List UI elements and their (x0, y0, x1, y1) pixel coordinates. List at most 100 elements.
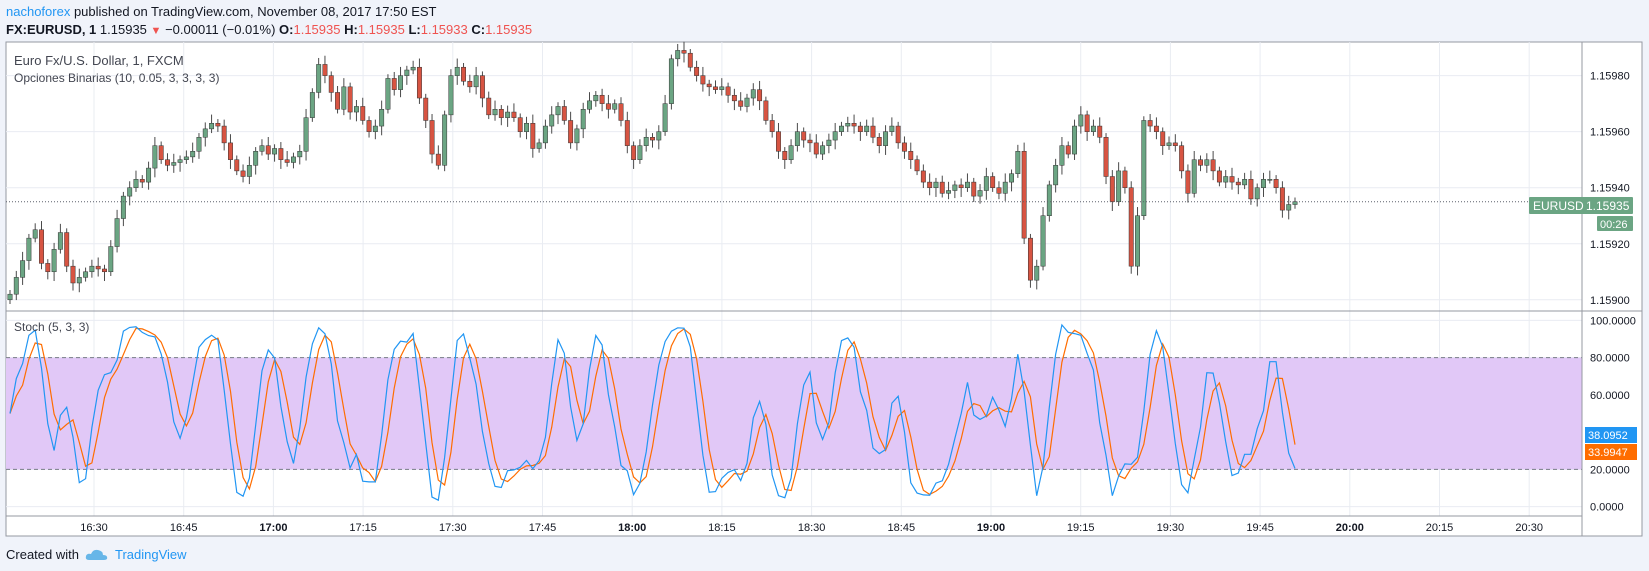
candle (914, 155, 920, 176)
down-arrow-icon: ▼ (150, 25, 162, 37)
candle (234, 155, 240, 176)
stoch-series (9, 323, 1296, 502)
candle (1141, 116, 1147, 220)
last-price: 1.15935 (99, 22, 147, 37)
candle (555, 102, 561, 125)
time-tick-label: 18:45 (888, 522, 916, 534)
candle (612, 99, 618, 114)
candle (889, 117, 895, 136)
candle (114, 209, 120, 253)
candle (366, 116, 372, 138)
time-tick-label: 17:15 (349, 522, 377, 534)
candle (1204, 153, 1210, 173)
candle (316, 57, 322, 99)
candle (542, 119, 548, 149)
candle (1292, 197, 1298, 209)
candle (876, 133, 882, 154)
candle (1267, 170, 1273, 184)
candle (272, 144, 278, 162)
stoch-tick-label: 60.0000 (1590, 390, 1630, 402)
close-label: C: (471, 22, 486, 37)
price-tick-label: 1.15900 (1590, 295, 1630, 307)
time-tick-label: 18:30 (798, 522, 826, 534)
candle (530, 114, 536, 158)
time-tick-label: 20:30 (1515, 522, 1543, 534)
candle (864, 119, 870, 136)
time-tick-label: 17:30 (439, 522, 467, 534)
candle (1172, 134, 1178, 152)
candle (857, 121, 863, 141)
candle (1009, 169, 1014, 192)
created-with-text: Created with (6, 547, 79, 562)
candle (461, 63, 466, 86)
candle (1065, 141, 1071, 159)
candle (1210, 151, 1216, 181)
candle (700, 66, 706, 92)
candle (820, 141, 826, 160)
candle (605, 94, 611, 119)
candle (1229, 167, 1235, 190)
low-label: L: (408, 22, 421, 37)
candle (624, 111, 630, 154)
candle (807, 133, 813, 153)
candle (297, 144, 303, 165)
candle (794, 122, 800, 152)
footer: Created with TradingView (6, 547, 187, 562)
cloud-logo-icon (85, 549, 108, 560)
candle (1254, 183, 1260, 207)
candle (1021, 142, 1027, 245)
candle (952, 180, 958, 199)
candle (725, 82, 731, 103)
candle (801, 127, 807, 148)
candle (832, 122, 838, 150)
candle (1053, 158, 1059, 193)
candle (631, 141, 637, 169)
candle (580, 102, 586, 139)
time-axis[interactable]: 16:30 16:45 17:00 17:15 17:30 17:45 18:00 18:15… (80, 522, 1543, 534)
author-link[interactable]: nachoforex (6, 4, 71, 19)
candle (45, 259, 51, 280)
time-tick-label: 20:00 (1336, 522, 1364, 534)
tradingview-link[interactable]: TradingView (114, 547, 187, 562)
stoch-d-line (9, 327, 1296, 496)
candle (221, 119, 227, 151)
candle (391, 71, 397, 96)
high-label: H: (344, 22, 358, 37)
stoch-band-lines (6, 357, 1582, 470)
candle (983, 167, 989, 200)
candle (1273, 175, 1279, 194)
candle (473, 66, 479, 95)
candle (946, 181, 952, 200)
candle (133, 170, 139, 192)
candle (1179, 141, 1185, 179)
low-value: 1.15933 (420, 22, 468, 37)
candle (20, 251, 26, 285)
candle (593, 91, 599, 107)
candle (839, 121, 844, 136)
candle (423, 93, 429, 129)
candle (687, 49, 693, 72)
stoch-d-badge: 33.9947 (1588, 447, 1628, 459)
price-axis[interactable]: 1.15900 1.15920 1.15940 1.15960 1.15980 (1590, 71, 1630, 307)
candle (813, 134, 819, 159)
candle (347, 82, 353, 120)
stoch-badges: 38.0952 33.9947 (1585, 427, 1637, 460)
candle (215, 119, 221, 132)
candle (165, 153, 170, 172)
stoch-tick-label: 80.0000 (1590, 353, 1630, 365)
candle (637, 139, 643, 164)
high-value: 1.15935 (357, 22, 405, 37)
price-tick-label: 1.15980 (1590, 71, 1630, 83)
candle (675, 43, 681, 67)
candle (851, 114, 857, 134)
candle (902, 136, 907, 159)
candle (379, 100, 385, 136)
candle (265, 136, 271, 160)
time-tick-label: 19:00 (977, 522, 1005, 534)
candle (228, 134, 233, 169)
stoch-k-badge: 38.0952 (1588, 430, 1628, 442)
candle (776, 122, 781, 159)
candle (587, 92, 592, 114)
time-tick-label: 18:15 (708, 522, 736, 534)
